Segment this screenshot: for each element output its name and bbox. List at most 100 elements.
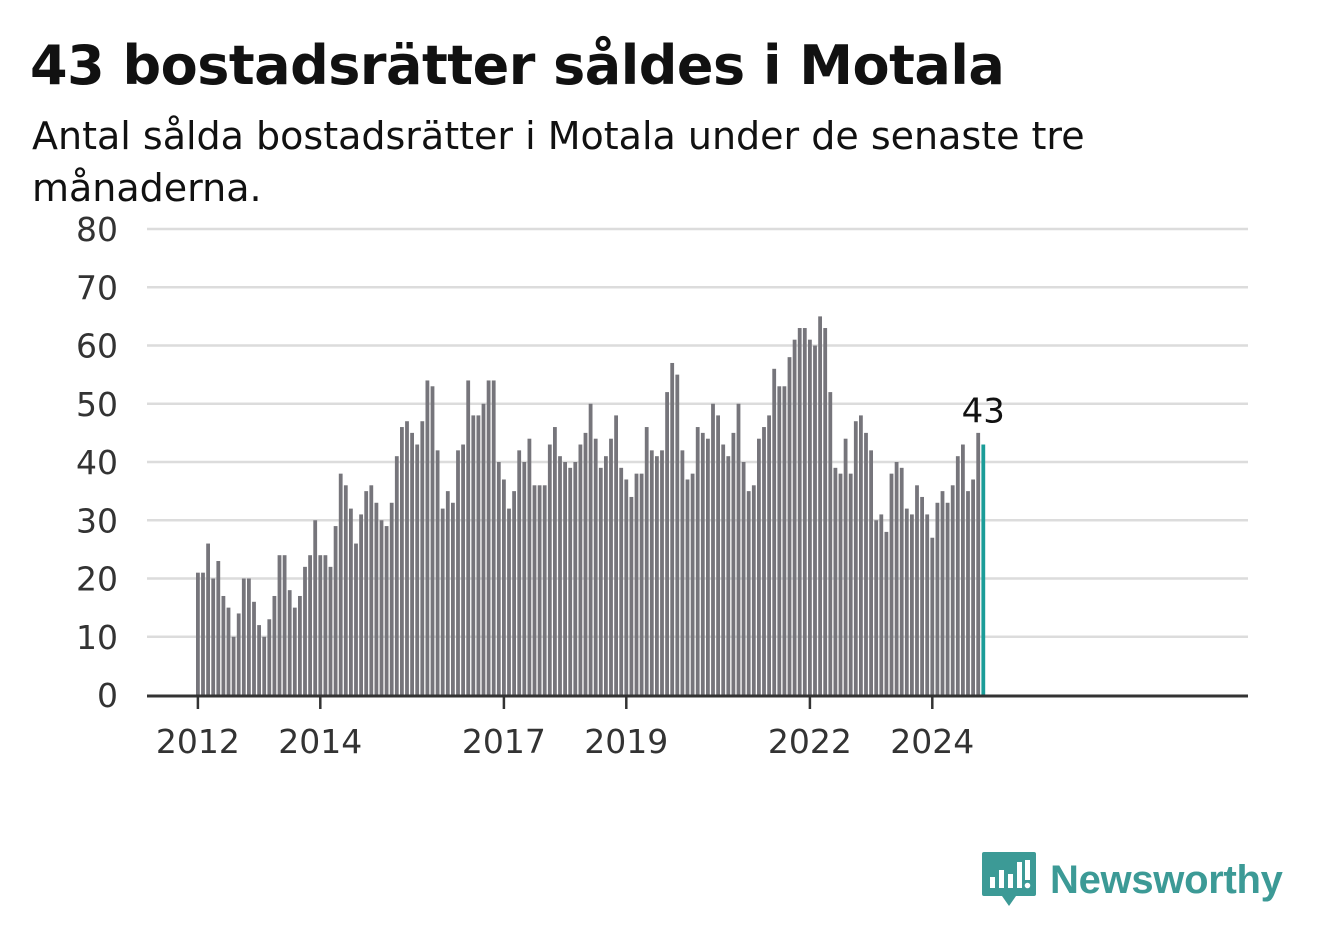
bar [961, 444, 965, 695]
bar [430, 386, 435, 695]
highlight-value-label: 43 [962, 392, 1005, 432]
bar [746, 491, 751, 696]
bar [461, 444, 465, 695]
bar [578, 444, 583, 695]
bar [593, 438, 598, 695]
bar [955, 456, 960, 695]
y-tick-label: 10 [76, 618, 118, 657]
bar [425, 380, 430, 695]
bar [400, 427, 404, 695]
bar [838, 473, 843, 695]
bar [706, 438, 710, 695]
bar [700, 432, 705, 696]
bar [598, 467, 603, 695]
bar [354, 543, 358, 695]
bar [292, 607, 297, 696]
bar [930, 537, 935, 695]
bar [695, 427, 700, 695]
bar [226, 607, 231, 696]
bar [879, 514, 884, 695]
bar [451, 502, 455, 695]
bar [568, 467, 573, 695]
bar [624, 479, 629, 695]
bar [298, 595, 302, 695]
bar [772, 368, 777, 695]
bar [670, 362, 675, 695]
bar [920, 496, 924, 695]
bar [282, 555, 287, 695]
bar [649, 450, 654, 695]
bar [777, 386, 782, 695]
newsworthy-logo-icon [982, 852, 1036, 906]
bar [522, 462, 527, 695]
bar [864, 432, 868, 696]
bar [634, 473, 639, 695]
chart-title: 43 bostadsrätter såldes i Motala [30, 34, 1005, 97]
bar [660, 450, 664, 695]
bar [940, 491, 945, 696]
bar [655, 456, 659, 695]
x-tick-label: 2022 [768, 722, 852, 761]
bar [216, 561, 221, 695]
bar [517, 450, 522, 695]
bar [287, 590, 292, 695]
bar [476, 415, 481, 695]
bar [910, 514, 914, 695]
bar [338, 473, 343, 695]
bar [491, 380, 496, 695]
y-tick-label: 60 [76, 327, 118, 366]
x-tick-label: 2024 [890, 722, 974, 761]
bar [206, 543, 210, 695]
bar [802, 328, 807, 695]
bar [542, 485, 547, 695]
bar [966, 491, 970, 696]
bar [328, 566, 333, 695]
x-axis-ticks: 2012 2014 2017 2019 2022 2024 [156, 695, 974, 761]
bar [496, 462, 501, 695]
bar [221, 595, 226, 695]
y-tick-label: 0 [97, 676, 118, 715]
x-tick-label: 2014 [278, 722, 362, 761]
bar [767, 415, 771, 695]
bar [823, 328, 828, 695]
brand-name: Newsworthy [1050, 857, 1283, 902]
x-tick-label: 2019 [584, 722, 668, 761]
bar [853, 421, 858, 695]
y-tick-label: 70 [76, 268, 118, 307]
bar [976, 432, 981, 696]
bar [267, 619, 272, 695]
bar [512, 491, 516, 696]
bar [690, 473, 695, 695]
bar [211, 578, 216, 695]
bar [318, 555, 323, 695]
bar [736, 403, 741, 695]
chart-subtitle: Antal sålda bostadsrätter i Motala under… [32, 114, 1085, 210]
bar [502, 479, 506, 695]
bar [532, 485, 537, 695]
bar [869, 450, 873, 695]
bar [247, 578, 251, 695]
y-tick-label: 50 [76, 385, 118, 424]
bar [782, 386, 787, 695]
bar [644, 427, 649, 695]
bar [619, 467, 624, 695]
bar [527, 438, 532, 695]
bar [685, 479, 690, 695]
bar [262, 636, 267, 695]
bar [196, 572, 200, 695]
bar [486, 380, 491, 695]
bar [629, 496, 634, 695]
bar [456, 450, 460, 695]
bar [665, 392, 669, 695]
bar [359, 514, 363, 695]
bar [471, 415, 476, 695]
bar [420, 421, 425, 695]
bar [859, 415, 863, 695]
bar [899, 467, 904, 695]
bar [313, 520, 318, 695]
bar [547, 444, 552, 695]
newsworthy-logo[interactable]: Newsworthy [980, 850, 1283, 910]
bar [680, 450, 685, 695]
bar [751, 485, 756, 695]
